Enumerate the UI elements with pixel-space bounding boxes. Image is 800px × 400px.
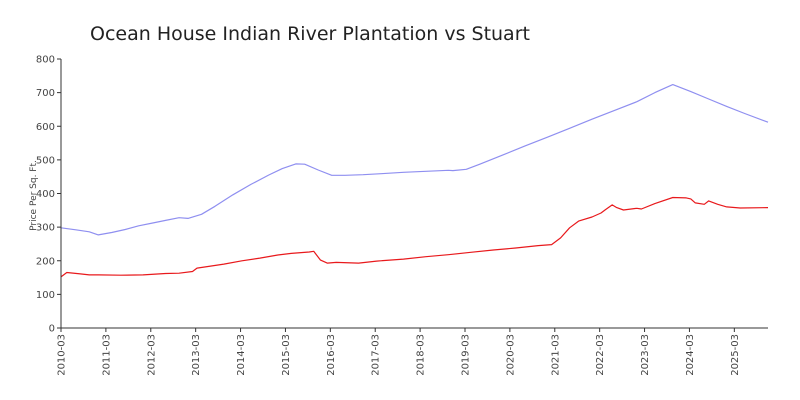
y-tick-label: 300 <box>36 223 55 234</box>
x-tick-label: 2010-03 <box>57 334 68 376</box>
y-tick-label: 400 <box>36 189 55 200</box>
x-axis: 2010-03 2011-03 2012-03 2013-03 2014-03 2015-… <box>57 328 741 376</box>
series-line-ocean-house-indian-river-plantation <box>60 196 769 278</box>
x-tick-label: 2021-03 <box>550 334 561 376</box>
y-tick-label: 100 <box>36 290 55 301</box>
x-tick-label: 2022-03 <box>595 334 606 376</box>
x-tick-label: 2013-03 <box>191 334 202 376</box>
x-tick-label: 2018-03 <box>416 334 427 376</box>
y-tick-label: 0 <box>49 324 55 335</box>
x-tick-label: 2012-03 <box>146 334 157 376</box>
x-tick-label: 2016-03 <box>326 334 337 376</box>
y-axis: 0 100 200 300 400 500 600 700 800 <box>36 55 61 335</box>
series-layer <box>60 83 769 278</box>
series-line-stuart <box>60 83 769 236</box>
x-tick-label: 2024-03 <box>685 334 696 376</box>
x-tick-label: 2019-03 <box>461 334 472 376</box>
x-tick-label: 2011-03 <box>101 334 112 376</box>
y-tick-label: 600 <box>36 122 55 133</box>
x-tick-label: 2025-03 <box>730 334 741 376</box>
y-tick-label: 200 <box>36 256 55 267</box>
y-axis-label: Price Per Sq. Ft. <box>29 160 39 231</box>
x-tick-label: 2015-03 <box>281 334 292 376</box>
y-tick-label: 700 <box>36 88 55 99</box>
x-tick-label: 2014-03 <box>236 334 247 376</box>
x-tick-label: 2017-03 <box>371 334 382 376</box>
chart-title: Ocean House Indian River Plantation vs S… <box>90 23 530 45</box>
y-tick-label: 500 <box>36 155 55 166</box>
y-tick-label: 800 <box>36 55 55 66</box>
x-tick-label: 2023-03 <box>640 334 651 376</box>
x-tick-label: 2020-03 <box>505 334 516 376</box>
